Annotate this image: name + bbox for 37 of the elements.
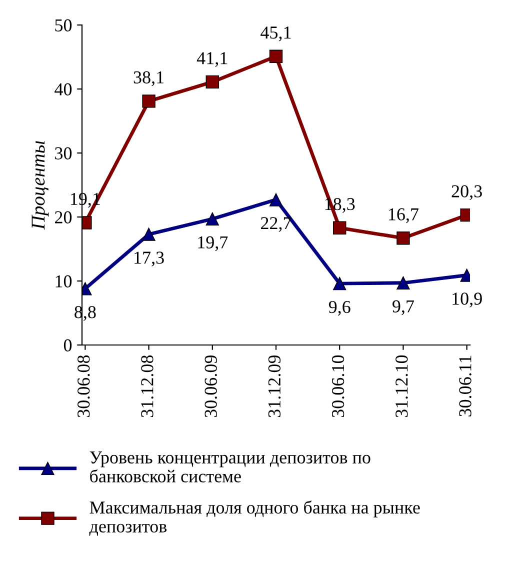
x-tick-label: 30.06.08 (78, 355, 90, 418)
point (333, 276, 346, 290)
y-tick-label: 10 (56, 275, 72, 288)
x-tick-label: 31.12.09 (268, 355, 281, 418)
data-label: 9,6 (328, 300, 350, 316)
x-tick-label: 31.12.10 (396, 355, 408, 418)
legend-label: Уровень концентрации депозитов по банковской системе (90, 452, 370, 482)
data-label: 17,3 (134, 252, 164, 266)
point (269, 193, 283, 206)
data-label: 20,3 (452, 185, 482, 200)
y-axis-title: Проценты (32, 141, 49, 230)
y-tick-label: 20 (55, 211, 72, 224)
data-label: 45,1 (260, 26, 291, 42)
x-tick-label: 31.12.08 (141, 355, 154, 418)
data-label: 41,1 (196, 52, 228, 67)
point (142, 94, 156, 108)
y-tick-label: 50 (55, 19, 72, 32)
legend-label: Максимальная доля одного банка на рынке депозитов (89, 500, 420, 536)
x-tick-label: 30.06.09 (204, 355, 217, 418)
y-tick-label: 40 (54, 83, 72, 96)
data-label: 22,7 (260, 217, 292, 232)
point (269, 50, 283, 63)
data-label: 10,9 (452, 292, 482, 308)
x-tick-label: 30.06.10 (332, 355, 344, 418)
data-label: 9,7 (392, 300, 414, 316)
point (206, 75, 219, 89)
data-label: 38,1 (134, 71, 164, 86)
point (396, 232, 410, 245)
y-tick-label: 30 (55, 147, 72, 160)
data-label: 19,7 (198, 236, 228, 252)
point (396, 276, 410, 290)
y-tick-label: 0 (64, 339, 72, 352)
x-tick-label: 30.06.11 (459, 356, 472, 416)
point (206, 212, 219, 226)
data-label: 16,7 (389, 208, 418, 224)
point (333, 221, 346, 234)
point (142, 228, 156, 241)
